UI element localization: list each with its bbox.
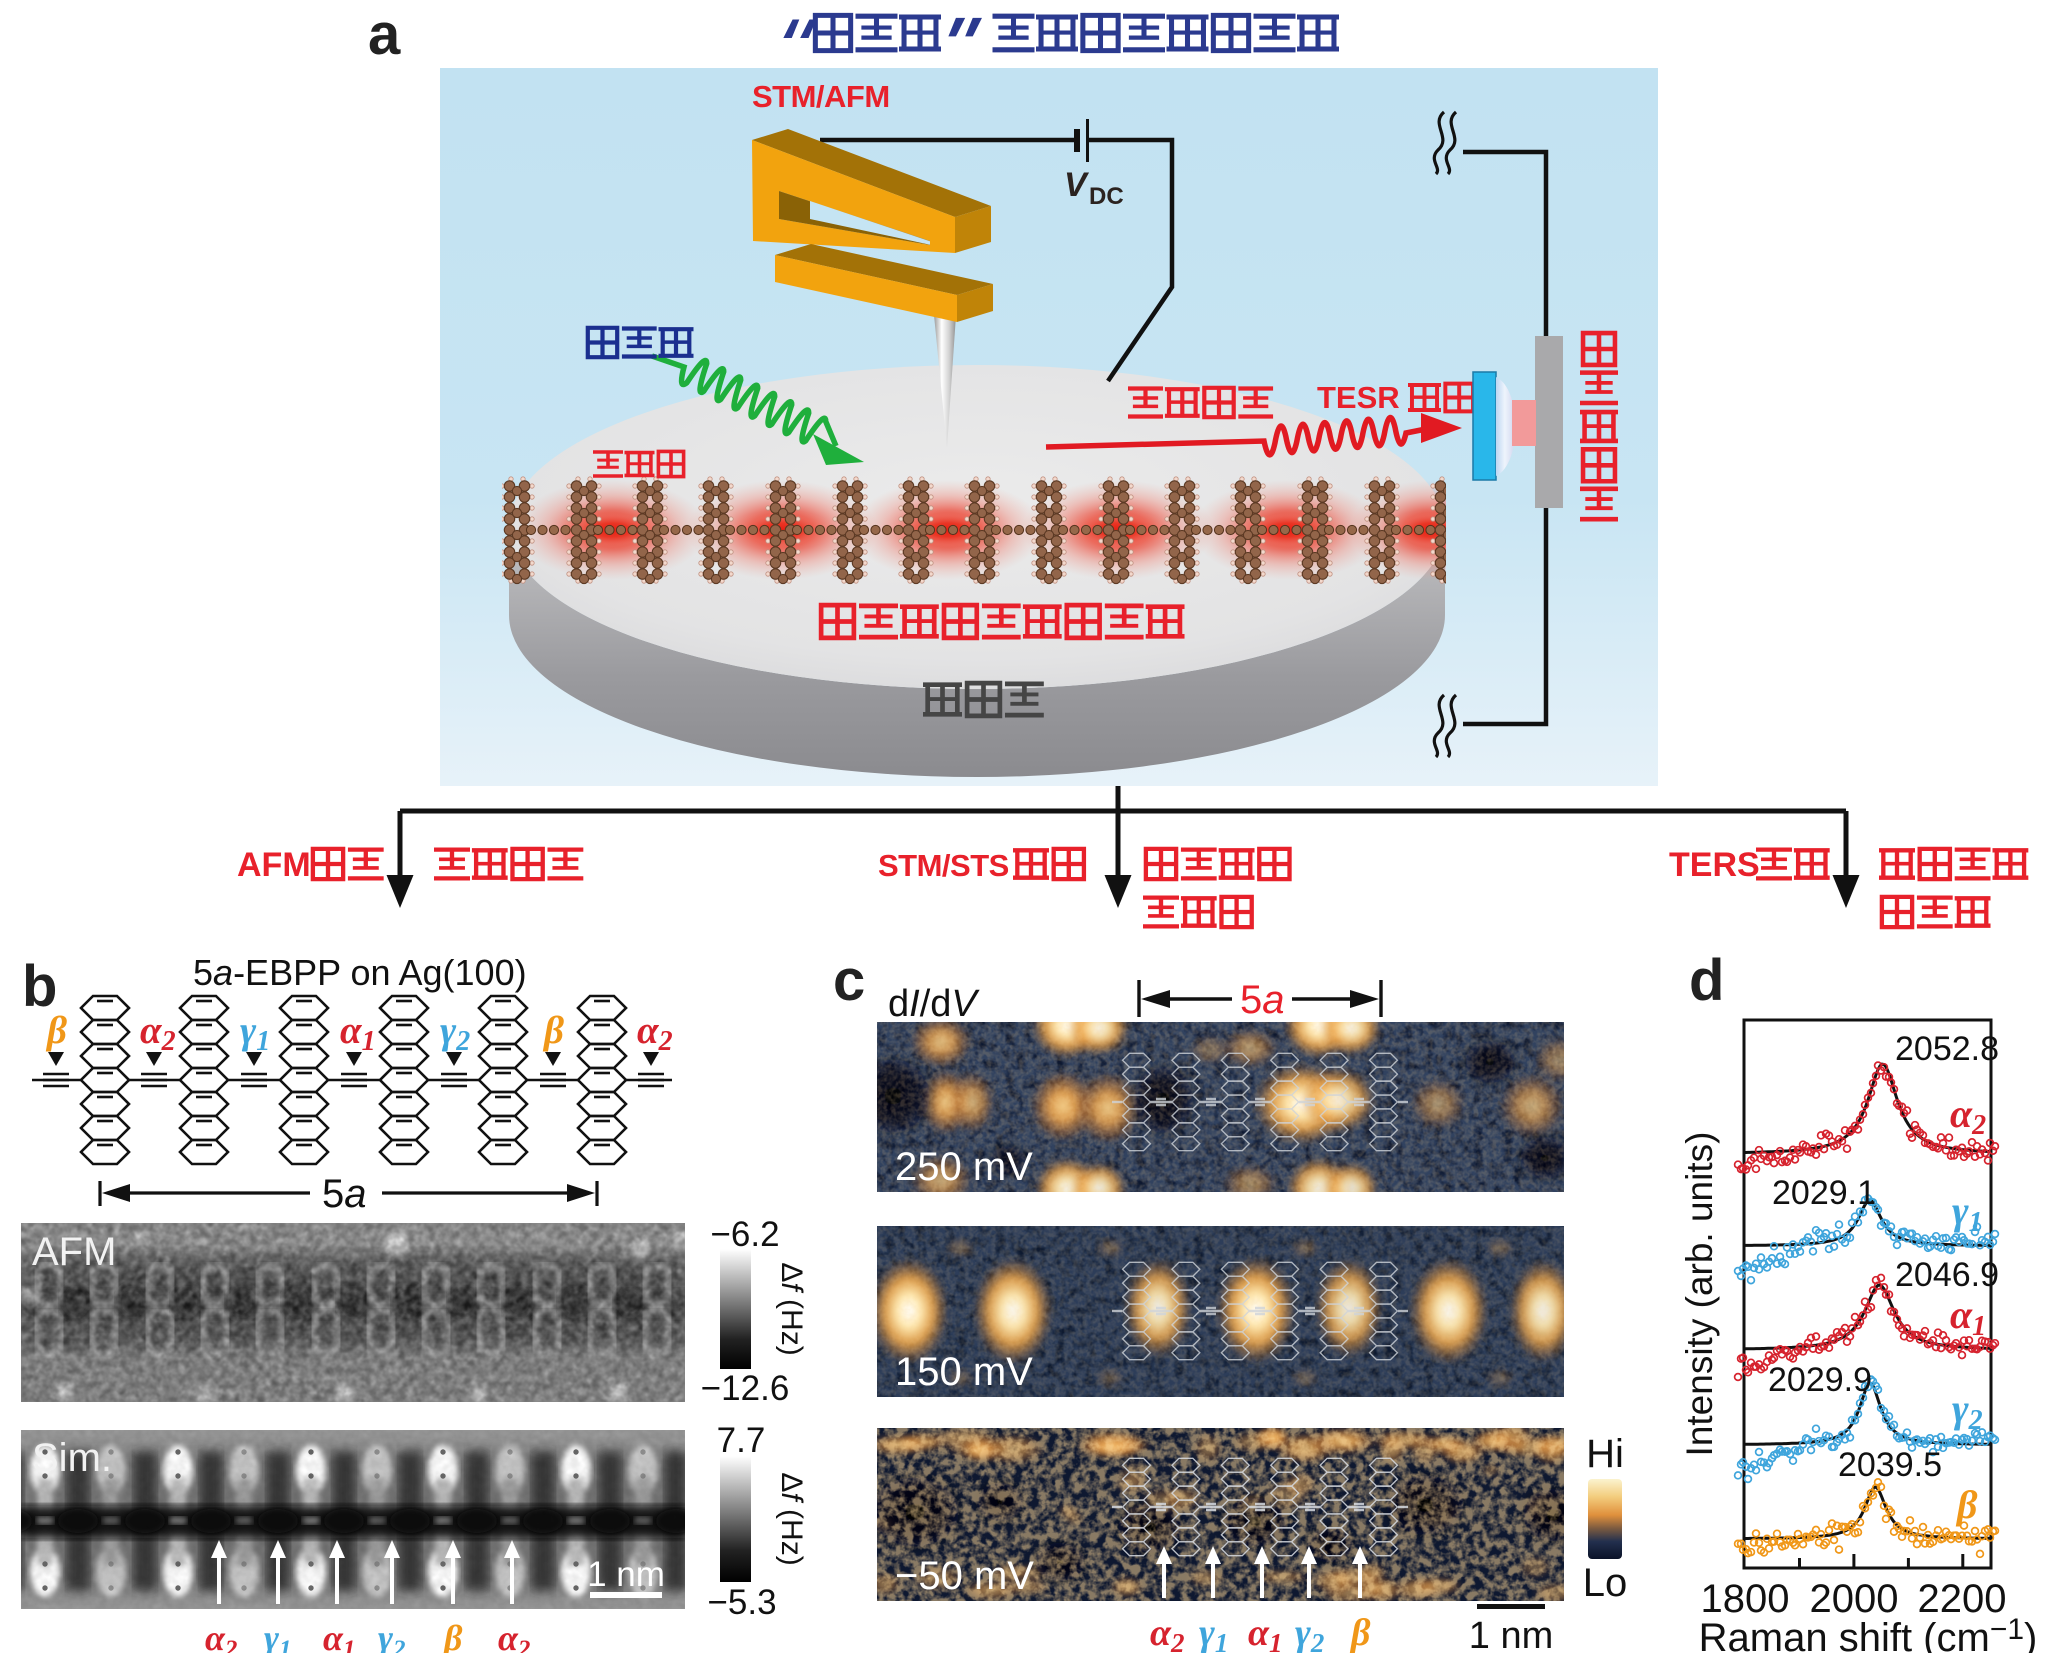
svg-text:Δf (Hz): Δf (Hz): [775, 1472, 808, 1565]
svg-text:Sim.: Sim.: [32, 1436, 112, 1480]
svg-text:2039.5: 2039.5: [1838, 1446, 1942, 1484]
svg-text:γ1: γ1: [240, 1009, 270, 1057]
svg-text:α1: α1: [323, 1618, 355, 1653]
svg-text:STM/AFM: STM/AFM: [752, 79, 890, 114]
svg-text:−12.6: −12.6: [701, 1369, 790, 1408]
svg-text:1 nm: 1 nm: [1469, 1615, 1553, 1653]
svg-text:1 nm: 1 nm: [587, 1555, 665, 1594]
svg-text:Intensity (arb. units): Intensity (arb. units): [1679, 1132, 1720, 1457]
svg-text:TESR: TESR: [1317, 380, 1400, 415]
svg-text:α1: α1: [1950, 1292, 1986, 1342]
svg-text:α1: α1: [1248, 1612, 1283, 1653]
svg-text:a: a: [368, 2, 401, 67]
svg-text:2052.8: 2052.8: [1895, 1030, 1999, 1068]
svg-text:γ2: γ2: [1295, 1612, 1324, 1653]
svg-text:γ1: γ1: [1199, 1612, 1228, 1653]
svg-text:TERS: TERS: [1669, 846, 1760, 884]
svg-text:α2: α2: [140, 1009, 176, 1057]
svg-text:2000: 2000: [1810, 1577, 1899, 1621]
svg-text:β: β: [542, 1009, 564, 1052]
svg-text:dI/dV: dI/dV: [888, 983, 980, 1025]
svg-text:β: β: [1349, 1612, 1371, 1653]
svg-text:γ1: γ1: [264, 1618, 291, 1653]
svg-text:1800: 1800: [1701, 1577, 1790, 1621]
svg-text:AFM: AFM: [237, 846, 311, 884]
svg-text:α2: α2: [1950, 1091, 1986, 1141]
svg-text:β: β: [1955, 1482, 1978, 1527]
svg-text:5a: 5a: [322, 1172, 367, 1216]
svg-text:150 mV: 150 mV: [895, 1350, 1033, 1394]
svg-text:5a-EBPP on Ag(100): 5a-EBPP on Ag(100): [193, 952, 527, 993]
svg-text:α2: α2: [1150, 1612, 1185, 1653]
svg-text:2046.9: 2046.9: [1895, 1256, 1999, 1294]
svg-text:β: β: [442, 1618, 463, 1653]
svg-text:Lo: Lo: [1583, 1561, 1628, 1605]
svg-text:−50 mV: −50 mV: [895, 1554, 1034, 1598]
svg-text:−5.3: −5.3: [707, 1583, 776, 1622]
svg-text:c: c: [833, 948, 865, 1013]
svg-text:α2: α2: [498, 1618, 530, 1653]
svg-text:AFM: AFM: [32, 1230, 116, 1274]
svg-text:2029.9: 2029.9: [1768, 1361, 1872, 1399]
svg-text:250 mV: 250 mV: [895, 1145, 1033, 1189]
svg-text:Δf (Hz): Δf (Hz): [775, 1262, 808, 1355]
svg-text:DC: DC: [1089, 183, 1124, 210]
svg-text:d: d: [1689, 948, 1724, 1013]
svg-text:γ1: γ1: [1952, 1188, 1983, 1238]
svg-text:α1: α1: [340, 1009, 376, 1057]
svg-text:γ2: γ2: [440, 1009, 470, 1057]
svg-text:γ2: γ2: [1952, 1386, 1983, 1436]
svg-text:α2: α2: [637, 1009, 673, 1057]
svg-text:V: V: [1064, 166, 1090, 204]
svg-text:β: β: [45, 1009, 67, 1052]
svg-text:b: b: [22, 954, 57, 1019]
svg-text:7.7: 7.7: [717, 1421, 766, 1460]
svg-text:Hi: Hi: [1586, 1432, 1624, 1476]
svg-text:STM/STS: STM/STS: [878, 848, 1009, 883]
svg-text:2200: 2200: [1918, 1577, 2007, 1621]
svg-text:α2: α2: [205, 1618, 237, 1653]
svg-text:2029.1: 2029.1: [1772, 1174, 1876, 1212]
svg-text:γ2: γ2: [378, 1618, 405, 1653]
svg-text:Raman shift (cm−1): Raman shift (cm−1): [1699, 1613, 2038, 1653]
svg-text:5a: 5a: [1240, 978, 1285, 1022]
svg-text:−6.2: −6.2: [710, 1215, 779, 1254]
